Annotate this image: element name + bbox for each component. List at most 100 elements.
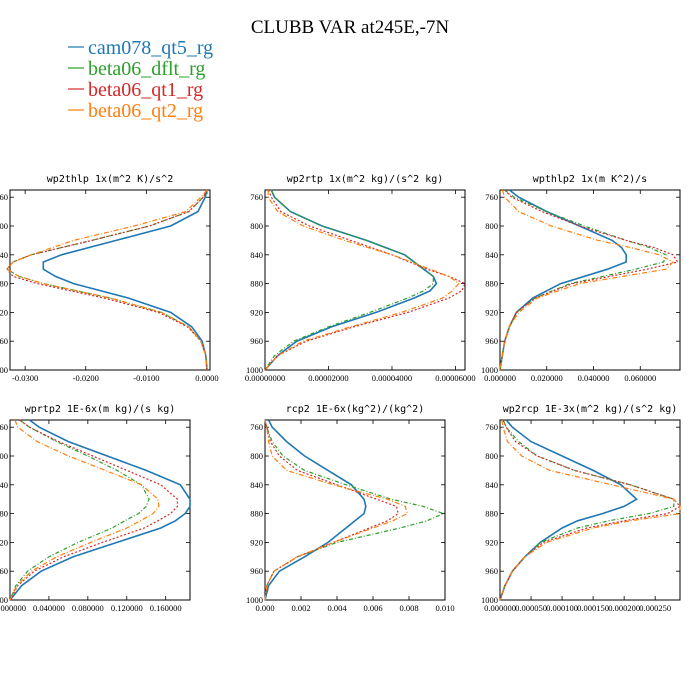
series-line-beta06_qt1_rg: [264, 189, 466, 371]
y-tick-label: 840: [0, 250, 8, 260]
y-tick-label: 920: [0, 307, 8, 317]
x-tick-label: 0.000100: [546, 603, 578, 613]
x-tick-label: 0.000000: [484, 603, 516, 613]
y-tick-label: 800: [0, 451, 8, 461]
y-tick-label: 1000: [246, 365, 263, 375]
series-line-beta06_qt2_rg: [6, 189, 208, 371]
x-tick-label: 0.000000: [484, 373, 516, 383]
x-tick-label: 0.000150: [577, 603, 609, 613]
y-tick-label: 960: [0, 566, 8, 576]
series-line-beta06_qt1_rg: [499, 419, 681, 601]
y-tick-label: 880: [485, 279, 498, 289]
x-tick-label: 0.040000: [33, 603, 65, 613]
x-tick-label: 0.00000000: [245, 373, 285, 383]
panel-title: wpthlp2 1x(m K^2)/s: [533, 174, 647, 185]
plot-frame: [9, 189, 211, 371]
x-tick-label: 0.000200: [608, 603, 640, 613]
chart-panel: wp2rtp 1x(m^2 kg)/(s^2 kg) 760 800 840 880 92…: [245, 174, 476, 383]
panel-title: wp2thlp 1x(m^2 K)/s^2: [47, 174, 173, 185]
legend-entry: beta06_qt1_rg: [68, 79, 203, 101]
chart-panel: rcp2 1E-6x(kg^2)/(kg^2) 760 800 840 880 920 96…: [246, 404, 455, 613]
legend: cam078_qt5_rg beta06_dflt_rg beta06_qt1_…: [68, 37, 213, 122]
plot-frame: [264, 189, 466, 371]
series-line-beta06_qt2_rg: [264, 190, 460, 371]
x-tick-label: -0.0300: [12, 373, 38, 383]
series-line-beta06_dflt_rg: [499, 189, 667, 371]
y-tick-label: 760: [485, 192, 498, 202]
series-line-beta06_qt1_rg: [6, 189, 208, 371]
legend-entry: beta06_qt2_rg: [68, 100, 203, 122]
y-tick-label: 1000: [481, 365, 498, 375]
x-tick-label: 0.004: [327, 603, 347, 613]
chart-panel: wp2thlp 1x(m^2 K)/s^2 760 800 840 880 920 960 1…: [0, 174, 219, 383]
x-tick-label: 0.000000: [0, 603, 26, 613]
legend-label-dflt: beta06_dflt_rg: [88, 58, 205, 80]
panel-title: wprtp2 1E-6x(m kg)/(s kg): [25, 404, 176, 415]
y-tick-label: 800: [250, 451, 263, 461]
y-tick-label: 1000: [246, 595, 263, 605]
x-tick-label: 0.0000: [195, 373, 218, 383]
y-tick-label: 960: [485, 336, 498, 346]
series-line-cam078_qt5_rg: [499, 419, 638, 601]
series-line-cam078_qt5_rg: [42, 189, 208, 371]
y-tick-label: 880: [0, 279, 8, 289]
y-tick-label: 800: [0, 221, 8, 231]
series-line-beta06_dflt_rg: [264, 189, 434, 371]
plot-frame: [499, 189, 681, 371]
x-tick-label: 0.000250: [639, 603, 671, 613]
series-line-beta06_qt2_rg: [264, 419, 408, 601]
plot-frame: [499, 419, 681, 601]
chart-panel: wpthlp2 1x(m K^2)/s 760 800 840 880 920 960 100…: [481, 174, 681, 383]
y-tick-label: 760: [0, 192, 8, 202]
x-tick-label: 0.080000: [72, 603, 104, 613]
y-tick-label: 880: [250, 279, 263, 289]
x-tick-label: 0.008: [399, 603, 418, 613]
series-line-cam078_qt5_rg: [9, 419, 191, 601]
series-line-beta06_qt2_rg: [9, 419, 160, 601]
series-line-beta06_dflt_rg: [6, 189, 208, 371]
series-line-beta06_qt1_rg: [264, 419, 399, 601]
series-line-beta06_qt2_rg: [499, 189, 674, 371]
panel-title: wp2rcp 1E-3x(m^2 kg)/(s^2 kg): [503, 404, 678, 415]
figure-title: CLUBB VAR at245E,-7N: [251, 17, 450, 38]
y-tick-label: 920: [250, 537, 263, 547]
y-tick-label: 960: [0, 336, 8, 346]
y-tick-label: 960: [250, 336, 263, 346]
y-tick-label: 920: [485, 537, 498, 547]
x-tick-label: 0.00002000: [308, 373, 348, 383]
y-tick-label: 920: [250, 307, 263, 317]
series-line-beta06_qt1_rg: [499, 189, 679, 371]
series-line-beta06_qt2_rg: [499, 419, 681, 601]
y-tick-label: 840: [250, 250, 263, 260]
plot-frame: [264, 419, 446, 601]
y-tick-label: 920: [0, 537, 8, 547]
y-tick-label: 840: [250, 480, 263, 490]
x-tick-label: 0.000: [255, 603, 274, 613]
panels: wp2thlp 1x(m^2 K)/s^2 760 800 840 880 920 960 1…: [0, 174, 681, 613]
x-tick-label: 0.002: [291, 603, 310, 613]
y-tick-label: 1000: [481, 595, 498, 605]
panel-title: wp2rtp 1x(m^2 kg)/(s^2 kg): [287, 174, 444, 185]
y-tick-label: 800: [250, 221, 263, 231]
x-tick-label: 0.160000: [150, 603, 182, 613]
y-tick-label: 880: [485, 509, 498, 519]
x-tick-label: 0.020000: [531, 373, 563, 383]
series-line-beta06_dflt_rg: [264, 419, 445, 601]
legend-label-qt2: beta06_qt2_rg: [88, 100, 203, 122]
x-tick-label: 0.006: [363, 603, 382, 613]
y-tick-label: 880: [250, 509, 263, 519]
series-line-cam078_qt5_rg: [264, 419, 367, 601]
y-tick-label: 920: [485, 307, 498, 317]
plot-frame: [9, 419, 191, 601]
x-tick-label: 0.040000: [578, 373, 610, 383]
chart-panel: wp2rcp 1E-3x(m^2 kg)/(s^2 kg) 760 800 840 88…: [481, 404, 681, 613]
x-tick-label: 0.120000: [111, 603, 143, 613]
y-tick-label: 760: [250, 192, 263, 202]
series-line-beta06_dflt_rg: [9, 419, 150, 601]
x-tick-label: 0.00006000: [435, 373, 475, 383]
y-tick-label: 960: [485, 566, 498, 576]
y-tick-label: 760: [485, 422, 498, 432]
x-tick-label: 0.060000: [624, 373, 656, 383]
legend-entry: cam078_qt5_rg: [68, 37, 213, 59]
y-tick-label: 840: [0, 480, 8, 490]
